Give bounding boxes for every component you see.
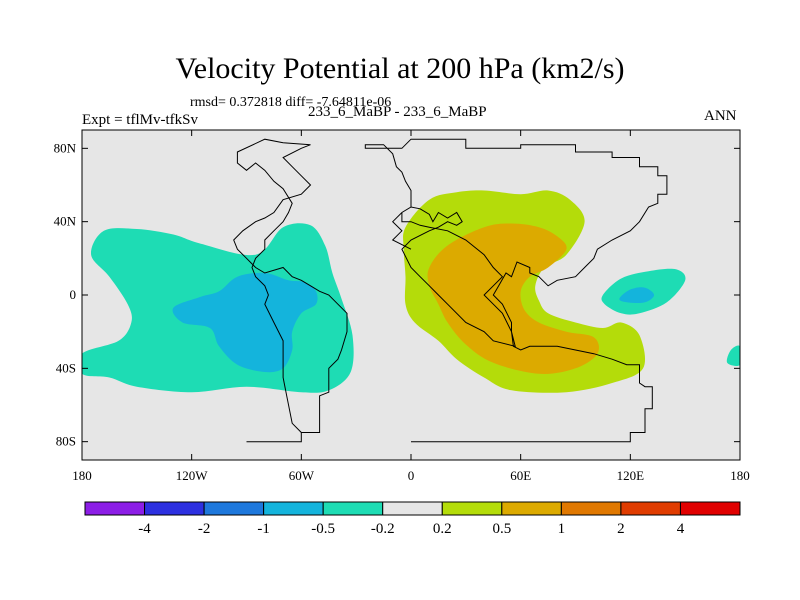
case-label: 233_6_MaBP - 233_6_MaBP <box>308 104 487 120</box>
colorbar-swatch <box>203 501 265 516</box>
colorbar-swatch <box>620 501 681 516</box>
colorbar: -4 -2 -1 -0.5 -0.2 0.2 0.5 1 2 4 <box>84 501 741 537</box>
colorbar-label: -4 <box>138 521 151 537</box>
y-tick-label: 40S <box>56 360 76 375</box>
contour-fills <box>82 190 740 393</box>
coastlines <box>233 138 668 443</box>
y-tick-label: 40N <box>54 214 77 229</box>
colorbar-label: -0.2 <box>371 521 395 537</box>
colorbar-swatch <box>501 501 562 516</box>
x-tick-label: 180 <box>730 468 750 483</box>
coastline-0 <box>364 138 668 443</box>
colorbar-label: 0.5 <box>492 521 511 537</box>
colorbar-swatch <box>144 501 205 516</box>
x-tick-label: 0 <box>408 468 415 483</box>
x-tick-label: 180 <box>72 468 92 483</box>
colorbar-label: 2 <box>617 521 625 537</box>
colorbar-swatch <box>441 501 503 516</box>
x-tick-label: 120W <box>176 468 209 483</box>
x-tick-label: 120E <box>617 468 645 483</box>
colorbar-label: 0.2 <box>433 521 452 537</box>
colorbar-swatch <box>322 501 384 516</box>
season-label: ANN <box>704 108 737 124</box>
colorbar-label: 4 <box>677 521 685 537</box>
chart-title: Velocity Potential at 200 hPa (km2/s) <box>175 52 625 85</box>
colorbar-swatch <box>560 501 622 516</box>
colorbar-label: 1 <box>558 521 566 537</box>
x-tick-label: 60W <box>289 468 315 483</box>
experiment-label: Expt = tflMv-tfkSv <box>82 112 198 128</box>
axis-ticks: 180 120W 60W 0 60E 120E 180 80N 40N 0 40S 80S <box>54 130 750 483</box>
contour-region-pacific-negative-inner <box>172 272 318 373</box>
contour-region-indian-ocean-negative-inner <box>619 287 655 304</box>
colorbar-swatch <box>382 501 443 516</box>
y-tick-label: 0 <box>70 287 77 302</box>
x-tick-label: 60E <box>510 468 531 483</box>
y-tick-label: 80S <box>56 434 76 449</box>
colorbar-swatch <box>84 501 146 516</box>
y-tick-label: 80N <box>54 140 77 155</box>
contour-region-dateline-negative-edge <box>726 345 740 366</box>
colorbar-label: -0.5 <box>311 521 335 537</box>
colorbar-label: -2 <box>198 521 211 537</box>
coastline-1 <box>233 138 348 443</box>
colorbar-label: -1 <box>257 521 270 537</box>
colorbar-swatch <box>263 501 324 516</box>
stats-label: rmsd= 0.372818 diff= -7.64811e-06 <box>190 95 392 110</box>
contour-region-africa-positive-inner <box>427 223 600 374</box>
colorbar-swatch <box>679 501 741 516</box>
